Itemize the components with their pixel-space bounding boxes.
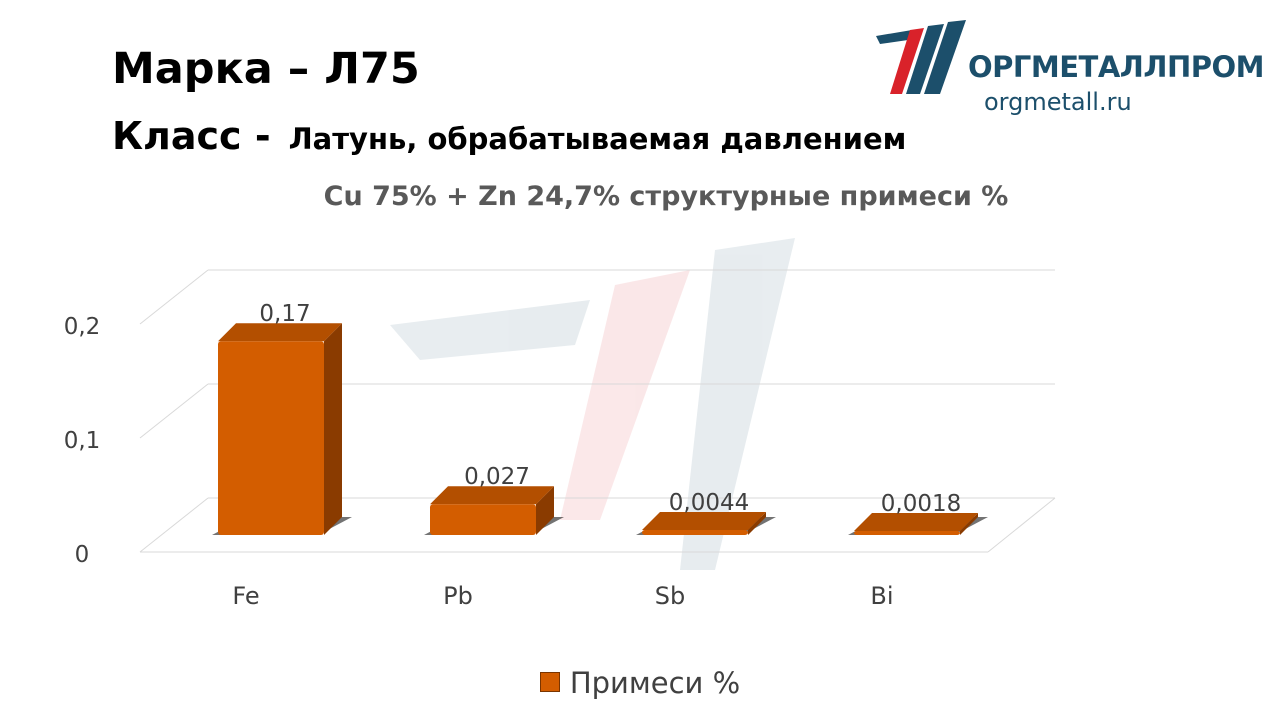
company-logo: ОРГМЕТАЛЛПРОМ orgmetall.ru — [872, 14, 1265, 124]
class-label: Класс - — [112, 114, 271, 158]
bar-fe — [218, 341, 324, 535]
logo-name: ОРГМЕТАЛЛПРОМ — [968, 50, 1265, 84]
chart-gridlines — [139, 269, 1056, 553]
brand-title: Марка – Л75 — [112, 44, 420, 94]
data-label: 0,0018 — [881, 491, 961, 517]
data-labels: 0,17 0,027 0,0044 0,0018 — [259, 301, 961, 517]
bar-sb — [642, 529, 748, 535]
y-axis-ticks: 0 0,1 0,2 — [64, 314, 101, 568]
bar-bi — [854, 531, 960, 535]
legend-label: Примеси % — [569, 666, 741, 700]
x-tick-label: Sb — [655, 582, 685, 610]
bar-top — [218, 323, 342, 342]
x-tick-label: Pb — [443, 582, 473, 610]
logo-mark-icon — [876, 20, 966, 94]
chart-bars — [212, 323, 988, 535]
gridline-side — [139, 383, 209, 439]
bar-top — [642, 511, 766, 530]
bar-pb — [430, 504, 536, 535]
data-label: 0,027 — [464, 464, 530, 490]
gridline-side — [139, 269, 209, 325]
y-tick-label: 0,2 — [64, 314, 101, 340]
floor-right-edge — [987, 497, 1056, 553]
bar-side — [748, 511, 766, 535]
watermark-logo — [390, 238, 795, 570]
bar-top — [854, 513, 978, 531]
chart-legend: Примеси % — [0, 666, 1280, 700]
data-label: 0,17 — [259, 301, 310, 327]
y-tick-label: 0 — [75, 542, 90, 568]
chart-title: Cu 75% + Zn 24,7% структурные примеси % — [323, 181, 1009, 212]
data-label: 0,0044 — [669, 490, 749, 516]
class-title: Класс - Латунь, обрабатываемая давлением — [112, 114, 906, 158]
gridline-side — [139, 497, 209, 553]
bar-side — [960, 513, 978, 535]
y-tick-label: 0,1 — [64, 428, 101, 454]
x-axis-ticks: Fe Pb Sb Bi — [232, 582, 893, 610]
x-tick-label: Bi — [870, 582, 893, 610]
class-value: Латунь, обрабатываемая давлением — [288, 122, 907, 156]
logo-url: orgmetall.ru — [984, 88, 1132, 116]
bar-side — [324, 323, 342, 535]
x-tick-label: Fe — [232, 582, 259, 610]
bar-top — [430, 486, 554, 505]
bar-side — [536, 486, 554, 535]
legend-swatch — [539, 672, 560, 692]
